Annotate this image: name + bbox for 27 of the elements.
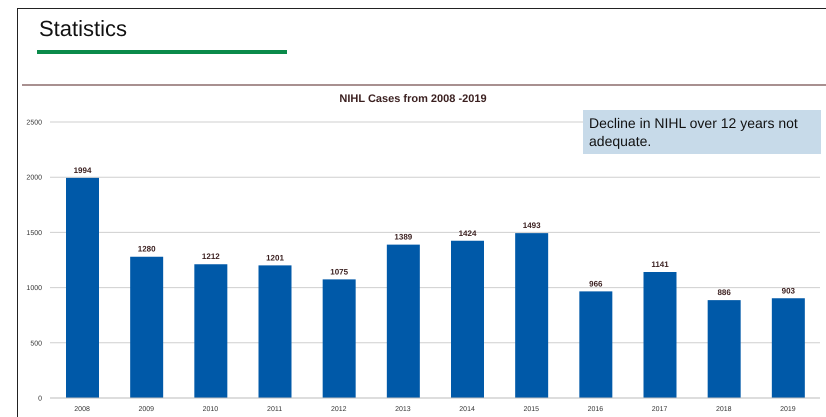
data-label: 1994 — [74, 166, 92, 175]
bar — [708, 300, 741, 398]
bar — [194, 264, 228, 398]
data-label: 1493 — [522, 221, 542, 230]
bar — [451, 240, 484, 398]
data-label: 903 — [782, 286, 796, 296]
chart-subtitle: NIHL Cases from 2008 -2019 — [338, 93, 488, 105]
annotation: Decline in NIHL over 12 years not adequate. — [583, 110, 821, 154]
data-label: 1424 — [458, 228, 477, 238]
bar — [258, 265, 292, 398]
data-label: 1141 — [651, 260, 670, 270]
data-label: 1075 — [330, 267, 349, 276]
bar — [644, 272, 676, 398]
bar — [322, 279, 356, 398]
data-label: 1389 — [394, 232, 413, 242]
data-label: 966 — [589, 279, 604, 288]
data-label: 1201 — [266, 253, 284, 262]
data-label: 1280 — [138, 244, 156, 254]
bar — [772, 298, 805, 398]
bar — [66, 178, 99, 398]
chart-title: Statistics — [39, 16, 128, 42]
bar — [579, 291, 612, 398]
data-label: 1212 — [202, 252, 220, 262]
bar — [515, 233, 548, 398]
data-label: 886 — [717, 288, 732, 298]
bar — [386, 244, 420, 398]
bar — [130, 256, 164, 398]
